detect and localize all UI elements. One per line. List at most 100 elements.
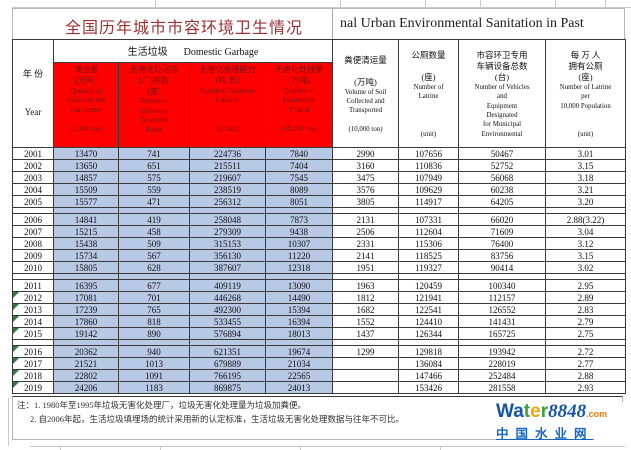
table-cell: 13650: [53, 159, 119, 172]
logo-letter: .com: [586, 409, 608, 419]
comment-flag-icon: [13, 316, 19, 322]
top-grid-stub: [480, 0, 481, 7]
table-cell: 2.75: [545, 327, 627, 340]
table-cell: 2.88(3.22): [545, 213, 627, 226]
table-cell: 15577: [53, 195, 119, 208]
table-cell: 122541: [398, 303, 460, 316]
top-gridline: [12, 7, 631, 8]
table-cell: 940: [118, 345, 190, 358]
table-cell: 509: [118, 237, 190, 250]
top-grid-stub: [605, 0, 606, 7]
table-cell: 818: [118, 315, 190, 328]
table-cell: 2.72: [545, 345, 627, 358]
table-cell: 1091: [118, 369, 190, 382]
table-cell: 100340: [458, 279, 547, 292]
bottom-grid-stub: [440, 446, 441, 450]
table-cell: 24013: [264, 381, 334, 394]
table-cell: 2.93: [545, 381, 627, 394]
table-cell: 17239: [53, 303, 119, 316]
table-cell: 15215: [53, 225, 119, 238]
table-cell: 677: [118, 279, 190, 292]
table-cell: [332, 381, 400, 394]
year-cell: 2005: [12, 195, 54, 208]
top-grid-stub: [340, 0, 341, 7]
table-cell: 2.88: [545, 369, 627, 382]
table-cell: 83756: [458, 249, 547, 262]
top-grid-stub: [425, 0, 426, 7]
table-cell: 11220: [264, 249, 334, 262]
table-cell: 14841: [53, 213, 119, 226]
table-cell: 471: [118, 195, 190, 208]
table-cell: 651: [118, 159, 190, 172]
table-cell: 3805: [332, 195, 400, 208]
table-cell: 446268: [189, 291, 266, 304]
table-cell: 109629: [398, 183, 460, 196]
table-cell: 19142: [53, 327, 119, 340]
table-cell: 107949: [398, 171, 460, 184]
bottom-gridline: [30, 446, 625, 447]
year-cell: 2006: [12, 213, 54, 226]
table-cell: 17860: [53, 315, 119, 328]
header-latrine-per-10000: 每 万 人 拥有公厕 (座) Number of Latrine per 10,…: [545, 39, 627, 148]
table-cell: 3.15: [545, 159, 627, 172]
table-cell: 15509: [53, 183, 119, 196]
comment-flag-icon: [13, 304, 19, 310]
table-cell: 3.01: [545, 147, 627, 160]
table-cell: 13470: [53, 147, 119, 160]
logo-letter: Wa: [496, 401, 524, 422]
table-cell: 741: [118, 147, 190, 160]
page-title-en: nal Urban Environmental Sanitation in Pa…: [340, 16, 584, 31]
table-cell: 50467: [458, 147, 547, 160]
year-cell: 2017: [12, 357, 54, 370]
sanitation-table: 年 份 Year 生活垃圾 Domestic Garbage 粪便清运量 (万吨)…: [12, 39, 627, 394]
year-cell: 2003: [12, 171, 54, 184]
table-cell: 9438: [264, 225, 334, 238]
table-cell: 628: [118, 261, 190, 274]
table-cell: 215511: [189, 159, 266, 172]
header-treated-quantity: 无害化处理量 (万吨) Quantity of Harmlessly Treat…: [264, 62, 334, 148]
comment-flag-icon: [13, 346, 19, 352]
table-cell: 22802: [53, 369, 119, 382]
header-vehicles-equipment: 市容环卫专用 车辆设备总数 (台) Number of Vehicles and…: [458, 39, 547, 148]
table-cell: 3.21: [545, 183, 627, 196]
table-cell: 90414: [458, 261, 547, 274]
table-cell: 115306: [398, 237, 460, 250]
table-cell: 13090: [264, 279, 334, 292]
year-cell: 2004: [12, 183, 54, 196]
table-cell: 228019: [458, 357, 547, 370]
table-cell: 559: [118, 183, 190, 196]
table-cell: 3475: [332, 171, 400, 184]
page-title-cn: 全国历年城市市容环境卫生情况: [65, 20, 304, 37]
table-cell: 219607: [189, 171, 266, 184]
table-cell: 2131: [332, 213, 400, 226]
table-cell: 14857: [53, 171, 119, 184]
table-cell: 458: [118, 225, 190, 238]
table-cell: 15734: [53, 249, 119, 262]
table-cell: 10307: [264, 237, 334, 250]
header-treatment-plants: 无害化处理场 (厂)座数 (座) Number of Harmless Trea…: [118, 62, 190, 148]
table-cell: 7873: [264, 213, 334, 226]
year-cell: 2011: [12, 279, 54, 292]
year-cell: 2010: [12, 261, 54, 274]
header-treatment-capacity: 无害化处理能力 (吨/日) Harmless Treatment Capacit…: [189, 62, 266, 148]
table-cell: 24206: [53, 381, 119, 394]
table-cell: 3.15: [545, 249, 627, 262]
table-cell: 869875: [189, 381, 266, 394]
table-cell: 224736: [189, 147, 266, 160]
table-cell: 567: [118, 249, 190, 262]
table-cell: 256312: [189, 195, 266, 208]
table-cell: 17081: [53, 291, 119, 304]
table-cell: 7840: [264, 147, 334, 160]
table-cell: 15805: [53, 261, 119, 274]
year-cell: 2016: [12, 345, 54, 358]
table-cell: 252484: [458, 369, 547, 382]
table-cell: [332, 357, 400, 370]
year-cell: 2012: [12, 291, 54, 304]
table-cell: 66020: [458, 213, 547, 226]
table-cell: 7404: [264, 159, 334, 172]
table-cell: 2.79: [545, 315, 627, 328]
table-cell: 110836: [398, 159, 460, 172]
table-cell: 3576: [332, 183, 400, 196]
table-cell: 2506: [332, 225, 400, 238]
